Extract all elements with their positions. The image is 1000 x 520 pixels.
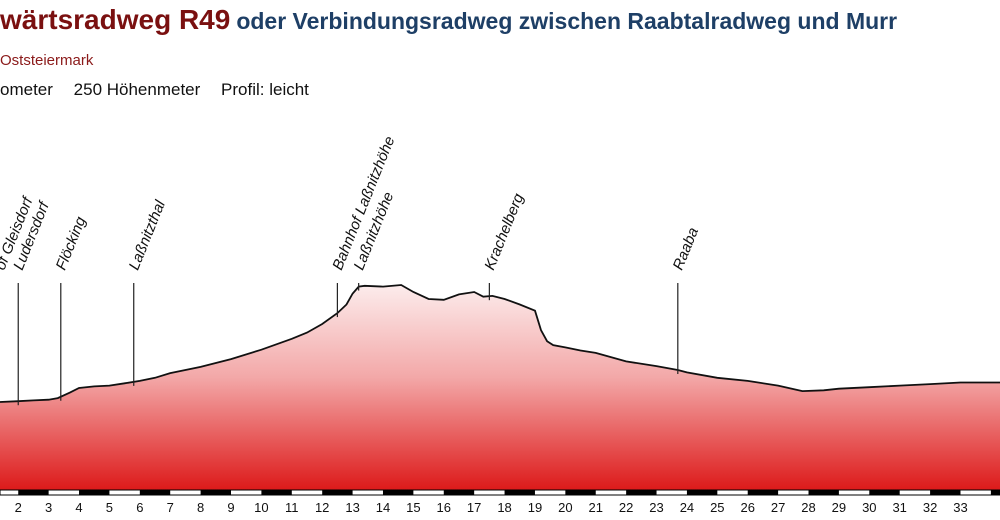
km-scale-segment — [261, 490, 292, 495]
x-tick-label: 22 — [619, 500, 633, 515]
km-scale-segment — [990, 490, 1000, 495]
km-scale-segment — [200, 490, 232, 495]
x-tick-label: 5 — [106, 500, 113, 515]
title-line: wärtsradweg R49 oder Verbindungsradweg zw… — [0, 4, 897, 36]
stat-profile: Profil: leicht — [221, 80, 309, 99]
x-tick-label: 30 — [862, 500, 876, 515]
x-tick-label: 32 — [923, 500, 937, 515]
place-label: Laßnitzthal — [126, 197, 169, 272]
km-scale-segment — [930, 490, 961, 495]
km-scale-segment — [443, 490, 475, 495]
route-stats: ometer 250 Höhenmeter Profil: leicht — [0, 80, 325, 100]
x-tick-label: 2 — [15, 500, 22, 515]
x-tick-label: 12 — [315, 500, 329, 515]
km-scale-segment — [565, 490, 596, 495]
x-tick-label: 13 — [345, 500, 359, 515]
km-scale-bar — [0, 489, 1000, 496]
x-tick-label: 29 — [832, 500, 846, 515]
km-scale-segment — [626, 490, 657, 495]
x-tick-label: 33 — [953, 500, 967, 515]
route-title: wärtsradweg R49 — [0, 4, 231, 35]
x-tick-label: 15 — [406, 500, 420, 515]
km-scale-segment — [18, 490, 49, 495]
x-tick-label: 21 — [589, 500, 603, 515]
km-scale-segment — [747, 490, 779, 495]
x-tick-label: 10 — [254, 500, 268, 515]
x-tick-label: 17 — [467, 500, 481, 515]
place-label: Flöcking — [53, 214, 90, 273]
x-tick-label: 19 — [528, 500, 542, 515]
place-label: Krachelberg — [481, 191, 527, 273]
x-tick-label: 18 — [497, 500, 511, 515]
km-scale-segment — [504, 490, 535, 495]
x-tick-label: 4 — [75, 500, 82, 515]
x-tick-label: 27 — [771, 500, 785, 515]
x-tick-label: 26 — [740, 500, 754, 515]
km-scale-segment — [139, 490, 171, 495]
elevation-area — [0, 285, 1000, 490]
place-label: Raaba — [670, 225, 702, 272]
elevation-line — [0, 284, 1000, 403]
x-tick-label: 3 — [45, 500, 52, 515]
x-tick-label: 24 — [680, 500, 694, 515]
x-tick-label: 28 — [801, 500, 815, 515]
x-tick-label: 7 — [167, 500, 174, 515]
km-scale-segment — [322, 490, 353, 495]
x-tick-label: 16 — [437, 500, 451, 515]
stat-elevation: 250 Höhenmeter — [73, 80, 201, 99]
x-tick-label: 14 — [376, 500, 390, 515]
x-tick-label: 25 — [710, 500, 724, 515]
km-scale-segment — [79, 490, 110, 495]
x-tick-label: 20 — [558, 500, 572, 515]
km-scale-segment — [686, 490, 718, 495]
x-tick-label: 23 — [649, 500, 663, 515]
route-subtitle: oder Verbindungsradweg zwischen Raabtalr… — [236, 8, 898, 34]
km-scale-segment — [382, 490, 414, 495]
x-tick-label: 9 — [227, 500, 234, 515]
x-tick-label: 6 — [136, 500, 143, 515]
km-scale-segment — [869, 490, 900, 495]
region-label: Oststeiermark — [0, 52, 94, 69]
stat-distance: ometer — [0, 80, 53, 99]
x-tick-label: 8 — [197, 500, 204, 515]
x-tick-label: 31 — [892, 500, 906, 515]
km-scale-segment — [808, 490, 839, 495]
x-tick-label: 11 — [285, 500, 299, 515]
